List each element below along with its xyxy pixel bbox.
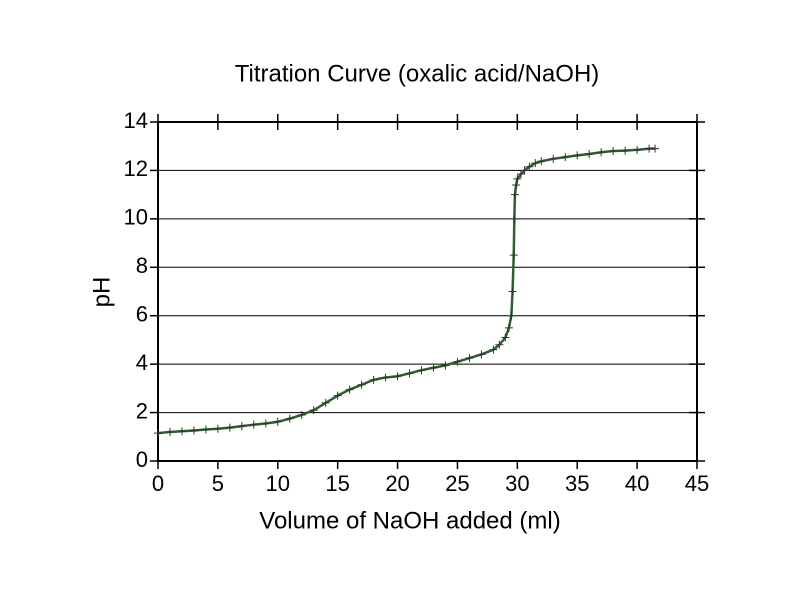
point-marker [597, 148, 606, 157]
x-tick-label: 40 [625, 471, 649, 496]
y-tick-label: 10 [124, 205, 148, 230]
point-marker [393, 372, 402, 381]
y-tick-label: 14 [124, 108, 148, 133]
point-marker [651, 144, 660, 153]
point-marker [495, 340, 504, 349]
y-tick-label: 8 [136, 253, 148, 278]
point-marker [405, 369, 414, 378]
point-marker [508, 287, 517, 296]
point-marker [237, 422, 246, 431]
point-marker [510, 214, 519, 223]
point-marker [309, 406, 318, 415]
point-marker [225, 423, 234, 432]
x-tick-label: 10 [266, 471, 290, 496]
x-tick-label: 25 [445, 471, 469, 496]
point-marker [357, 380, 366, 389]
point-marker [537, 157, 546, 166]
data-line [157, 147, 656, 435]
point-marker [516, 170, 525, 179]
y-tick-label: 12 [124, 156, 148, 181]
point-marker [509, 251, 518, 260]
point-marker [249, 420, 258, 429]
point-marker [609, 147, 618, 156]
point-marker [585, 149, 594, 158]
point-marker [513, 174, 522, 183]
point-marker [333, 391, 342, 400]
point-marker [165, 427, 174, 436]
point-marker [273, 417, 282, 426]
x-tick-label: 20 [385, 471, 409, 496]
chart-title: Titration Curve (oxalic acid/NaOH) [235, 60, 600, 87]
point-marker [321, 398, 330, 407]
point-marker [525, 162, 534, 171]
point-marker [189, 426, 198, 435]
point-marker [561, 153, 570, 162]
y-tick-label: 2 [136, 398, 148, 423]
x-tick-label: 30 [505, 471, 529, 496]
point-marker [213, 424, 222, 433]
point-marker [285, 414, 294, 423]
point-marker [512, 180, 521, 189]
point-marker [201, 425, 210, 434]
x-tick-label: 35 [565, 471, 589, 496]
point-marker [489, 345, 498, 354]
x-axis-label: Volume of NaOH added (ml) [259, 507, 560, 534]
point-marker [633, 145, 642, 154]
point-marker [369, 375, 378, 384]
point-marker [261, 419, 270, 428]
x-tick-label: 45 [685, 471, 709, 496]
point-marker [177, 427, 186, 436]
y-tick-label: 6 [136, 302, 148, 327]
point-marker [297, 410, 306, 419]
point-marker [510, 190, 519, 199]
y-tick-label: 0 [136, 447, 148, 472]
point-marker [504, 323, 513, 332]
point-marker [501, 333, 510, 342]
point-marker [417, 366, 426, 375]
point-marker [477, 350, 486, 359]
point-marker [465, 354, 474, 363]
plot-frame [157, 121, 698, 462]
point-marker [154, 429, 162, 438]
point-marker [531, 159, 540, 168]
point-marker [573, 151, 582, 160]
x-tick-label: 0 [152, 471, 164, 496]
point-marker [429, 363, 438, 372]
point-marker [549, 154, 558, 163]
x-tick-label: 15 [325, 471, 349, 496]
y-tick-label: 4 [136, 350, 148, 375]
point-marker [507, 311, 516, 320]
x-tick-label: 5 [212, 471, 224, 496]
point-marker [520, 166, 529, 175]
point-marker [453, 357, 462, 366]
point-marker [381, 373, 390, 382]
point-marker [441, 361, 450, 370]
point-marker [621, 146, 630, 155]
point-marker [345, 385, 354, 394]
y-axis-label: pH [88, 277, 115, 308]
